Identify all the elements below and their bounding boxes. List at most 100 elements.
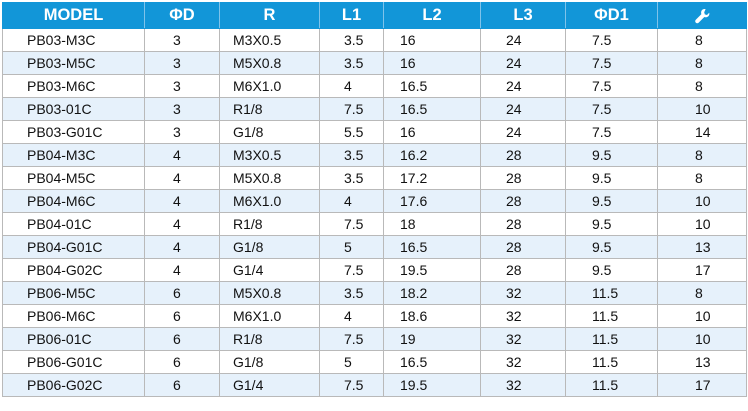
cell-l1: 7.5 — [319, 97, 384, 121]
cell-model: PB04-01C — [2, 212, 145, 236]
cell-model: PB03-M3C — [2, 28, 145, 52]
cell-torque: 8 — [657, 51, 747, 75]
cell-d1: 9.5 — [565, 258, 658, 282]
header-l2: L2 — [383, 2, 481, 29]
table-row: PB04-M5C 4 M5X0.8 3.5 17.2 28 9.5 8 — [2, 166, 747, 190]
cell-l3: 28 — [480, 189, 566, 213]
cell-l1: 3.5 — [319, 281, 384, 305]
cell-d1: 7.5 — [565, 97, 658, 121]
cell-model: PB04-G02C — [2, 258, 145, 282]
table-row: PB04-M6C 4 M6X1.0 4 17.6 28 9.5 10 — [2, 189, 747, 213]
cell-diameter: 4 — [144, 143, 220, 167]
cell-model: PB03-G01C — [2, 120, 145, 144]
cell-d1: 9.5 — [565, 189, 658, 213]
table-row: PB06-G02C 6 G1/4 7.5 19.5 32 11.5 17 — [2, 373, 747, 397]
cell-thread: M3X0.5 — [219, 28, 320, 52]
cell-model: PB03-01C — [2, 97, 145, 121]
cell-l2: 17.2 — [383, 166, 481, 190]
cell-l3: 28 — [480, 212, 566, 236]
cell-l1: 7.5 — [319, 258, 384, 282]
table-row: PB03-G01C 3 G1/8 5.5 16 24 7.5 14 — [2, 120, 747, 144]
cell-torque: 10 — [657, 327, 747, 351]
cell-model: PB04-M3C — [2, 143, 145, 167]
cell-thread: G1/8 — [219, 350, 320, 374]
header-diameter: ΦD — [144, 2, 220, 29]
cell-thread: R1/8 — [219, 327, 320, 351]
cell-diameter: 6 — [144, 350, 220, 374]
cell-l1: 7.5 — [319, 212, 384, 236]
cell-diameter: 3 — [144, 51, 220, 75]
cell-diameter: 4 — [144, 235, 220, 259]
cell-diameter: 3 — [144, 97, 220, 121]
cell-model: PB04-G01C — [2, 235, 145, 259]
cell-diameter: 6 — [144, 373, 220, 397]
cell-l3: 24 — [480, 120, 566, 144]
cell-d1: 9.5 — [565, 166, 658, 190]
table-row: PB04-M3C 4 M3X0.5 3.5 16.2 28 9.5 8 — [2, 143, 747, 167]
cell-l2: 16.5 — [383, 350, 481, 374]
cell-torque: 8 — [657, 281, 747, 305]
table-row: PB06-G01C 6 G1/8 5 16.5 32 11.5 13 — [2, 350, 747, 374]
cell-d1: 11.5 — [565, 350, 658, 374]
cell-diameter: 4 — [144, 166, 220, 190]
cell-torque: 8 — [657, 166, 747, 190]
cell-l3: 24 — [480, 51, 566, 75]
cell-l3: 24 — [480, 28, 566, 52]
cell-thread: G1/8 — [219, 120, 320, 144]
table-row: PB03-M5C 3 M5X0.8 3.5 16 24 7.5 8 — [2, 51, 747, 75]
cell-l2: 18.2 — [383, 281, 481, 305]
cell-l2: 16 — [383, 28, 481, 52]
header-l3: L3 — [480, 2, 566, 29]
cell-torque: 14 — [657, 120, 747, 144]
cell-l1: 5.5 — [319, 120, 384, 144]
cell-model: PB06-01C — [2, 327, 145, 351]
cell-diameter: 3 — [144, 120, 220, 144]
header-l1: L1 — [319, 2, 384, 29]
cell-l2: 17.6 — [383, 189, 481, 213]
cell-torque: 17 — [657, 373, 747, 397]
cell-l1: 3.5 — [319, 143, 384, 167]
cell-model: PB06-M6C — [2, 304, 145, 328]
cell-l1: 4 — [319, 189, 384, 213]
cell-l3: 28 — [480, 143, 566, 167]
cell-thread: M5X0.8 — [219, 51, 320, 75]
table-row: PB03-M3C 3 M3X0.5 3.5 16 24 7.5 8 — [2, 28, 747, 52]
cell-d1: 7.5 — [565, 51, 658, 75]
cell-model: PB04-M6C — [2, 189, 145, 213]
cell-thread: M3X0.5 — [219, 143, 320, 167]
cell-diameter: 6 — [144, 327, 220, 351]
spec-table: MODEL ΦD R L1 L2 L3 ΦD1 PB03-M3C 3 M3X0.5 3… — [2, 2, 747, 397]
table-row: PB06-01C 6 R1/8 7.5 19 32 11.5 10 — [2, 327, 747, 351]
cell-l3: 24 — [480, 97, 566, 121]
cell-l2: 19 — [383, 327, 481, 351]
cell-model: PB06-M5C — [2, 281, 145, 305]
cell-thread: G1/4 — [219, 258, 320, 282]
wrench-icon — [695, 8, 710, 23]
table-row: PB03-01C 3 R1/8 7.5 16.5 24 7.5 10 — [2, 97, 747, 121]
cell-d1: 7.5 — [565, 74, 658, 98]
header-model: MODEL — [2, 2, 145, 29]
cell-torque: 10 — [657, 189, 747, 213]
cell-l3: 28 — [480, 166, 566, 190]
cell-l2: 16 — [383, 120, 481, 144]
cell-thread: R1/8 — [219, 97, 320, 121]
cell-torque: 17 — [657, 258, 747, 282]
cell-thread: M5X0.8 — [219, 281, 320, 305]
cell-l1: 3.5 — [319, 28, 384, 52]
cell-d1: 7.5 — [565, 120, 658, 144]
cell-diameter: 6 — [144, 304, 220, 328]
cell-l3: 28 — [480, 235, 566, 259]
cell-d1: 9.5 — [565, 212, 658, 236]
header-d1: ΦD1 — [565, 2, 658, 29]
cell-model: PB03-M6C — [2, 74, 145, 98]
cell-l2: 16.2 — [383, 143, 481, 167]
cell-model: PB03-M5C — [2, 51, 145, 75]
cell-d1: 7.5 — [565, 28, 658, 52]
cell-model: PB04-M5C — [2, 166, 145, 190]
cell-l3: 32 — [480, 327, 566, 351]
cell-diameter: 3 — [144, 28, 220, 52]
cell-l2: 16.5 — [383, 74, 481, 98]
table-row: PB04-G01C 4 G1/8 5 16.5 28 9.5 13 — [2, 235, 747, 259]
cell-l3: 24 — [480, 74, 566, 98]
